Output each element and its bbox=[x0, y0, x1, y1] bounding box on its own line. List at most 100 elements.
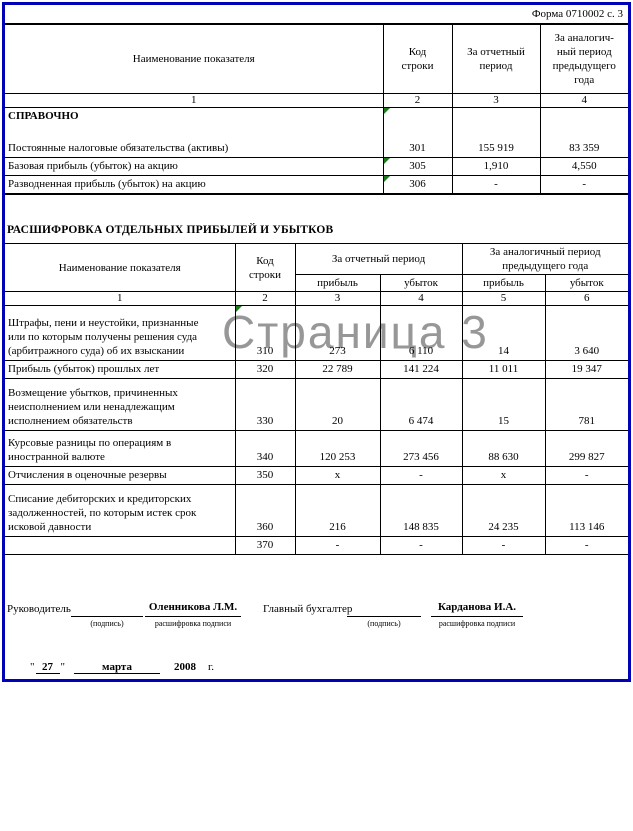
row-name: Базовая прибыль (убыток) на акцию bbox=[5, 157, 384, 176]
table-row: Прибыль (убыток) прошлых лет 320 22 789 … bbox=[5, 360, 628, 379]
table-row: Разводненная прибыль (убыток) на акцию 3… bbox=[5, 175, 628, 195]
breakdown-header-row: Наименование показателя Код строки За от… bbox=[5, 243, 628, 292]
date-suffix: г. bbox=[208, 661, 215, 673]
col-number: 5 bbox=[461, 291, 546, 306]
value-loss-current: 148 835 bbox=[379, 484, 463, 537]
comment-marker-icon bbox=[383, 176, 390, 182]
value-profit-previous: 15 bbox=[461, 378, 546, 431]
comment-marker-icon bbox=[383, 108, 390, 114]
header-line-code: Код строки bbox=[382, 24, 453, 94]
signature-block: Руководитель Оленникова Л.М. Главный бух… bbox=[5, 601, 628, 659]
row-name-text: Постоянные налоговые обязательства (акти… bbox=[8, 142, 229, 154]
name-caption: расшифровка подписи bbox=[154, 619, 232, 628]
value-loss-previous: 19 347 bbox=[544, 360, 628, 379]
open-quote: " bbox=[30, 661, 35, 673]
value-current: - bbox=[451, 175, 541, 195]
col-number: 1 bbox=[5, 93, 384, 108]
value-profit-current: 120 253 bbox=[294, 430, 381, 467]
row-name: Курсовые разницы по операциям в иностран… bbox=[5, 430, 236, 467]
value-profit-current: 20 bbox=[294, 378, 381, 431]
value-loss-current: 6 110 bbox=[379, 305, 463, 361]
row-name: Штрафы, пени и неустойки, признанные или… bbox=[5, 305, 236, 361]
form-number: Форма 0710002 с. 3 bbox=[5, 5, 628, 24]
table-row: СПРАВОЧНО Постоянные налоговые обязатель… bbox=[5, 107, 628, 158]
row-name bbox=[5, 536, 236, 555]
subheader-profit: прибыль bbox=[461, 274, 546, 292]
value-previous: - bbox=[539, 175, 628, 195]
value-profit-previous: х bbox=[461, 466, 546, 485]
reference-table: Наименование показателя Код строки За от… bbox=[5, 24, 628, 195]
value-profit-current: 22 789 bbox=[294, 360, 381, 379]
header-indicator-name: Наименование показателя bbox=[5, 243, 236, 292]
value-loss-current: 141 224 bbox=[379, 360, 463, 379]
header-line-code: Код строки bbox=[234, 243, 296, 292]
row-code: 301 bbox=[382, 107, 453, 158]
value-loss-previous: 299 827 bbox=[544, 430, 628, 467]
header-previous-period: За аналогич- ный период предыдущего года bbox=[539, 24, 628, 94]
signature-caption: (подпись) bbox=[367, 619, 401, 628]
table-row: Базовая прибыль (убыток) на акцию 305 1,… bbox=[5, 157, 628, 176]
value-profit-previous: 88 630 bbox=[461, 430, 546, 467]
value-loss-previous: - bbox=[544, 466, 628, 485]
row-name: Возмещение убытков, причиненных неисполн… bbox=[5, 378, 236, 431]
value-loss-current: - bbox=[379, 466, 463, 485]
accountant-signature-line bbox=[347, 601, 421, 617]
section-label: СПРАВОЧНО bbox=[8, 110, 79, 122]
col-number: 4 bbox=[539, 93, 628, 108]
col-number: 2 bbox=[382, 93, 453, 108]
header-current-period: За отчетный период bbox=[451, 24, 541, 94]
subheader-profit: прибыль bbox=[295, 274, 381, 292]
close-quote: " bbox=[60, 661, 66, 673]
value-profit-previous: 24 235 bbox=[461, 484, 546, 537]
code-value: 310 bbox=[256, 345, 274, 357]
table-row: Списание дебиторских и кредиторских задо… bbox=[5, 484, 628, 537]
date-day: 27 bbox=[35, 661, 60, 674]
value-profit-current: 216 bbox=[294, 484, 381, 537]
col-number: 2 bbox=[234, 291, 296, 306]
table-row: Возмещение убытков, причиненных неисполн… bbox=[5, 378, 628, 431]
table-row: 370 - - - - bbox=[5, 536, 628, 555]
value-loss-current: - bbox=[379, 536, 463, 555]
accountant-name: Карданова И.А. bbox=[431, 601, 523, 617]
value-loss-previous: 781 bbox=[544, 378, 628, 431]
director-name: Оленникова Л.М. bbox=[145, 601, 241, 617]
breakdown-column-numbers: 1 2 3 4 5 6 bbox=[5, 291, 628, 306]
row-code: 305 bbox=[382, 157, 453, 176]
col-number: 3 bbox=[451, 93, 541, 108]
col-number: 4 bbox=[379, 291, 463, 306]
row-code: 330 bbox=[234, 378, 296, 431]
value-previous: 83 359 bbox=[539, 107, 628, 158]
header-previous-period: За аналогичный период предыдущего года bbox=[461, 243, 628, 275]
comment-marker-icon bbox=[235, 306, 242, 312]
value-current: 155 919 bbox=[451, 107, 541, 158]
row-code: 310 bbox=[234, 305, 296, 361]
row-name: Разводненная прибыль (убыток) на акцию bbox=[5, 175, 384, 195]
subheader-loss: убыток bbox=[379, 274, 463, 292]
value-profit-previous: 14 bbox=[461, 305, 546, 361]
row-code: 340 bbox=[234, 430, 296, 467]
code-value: 306 bbox=[409, 178, 426, 190]
col-number: 6 bbox=[544, 291, 628, 306]
row-code: 320 bbox=[234, 360, 296, 379]
row-name: СПРАВОЧНО Постоянные налоговые обязатель… bbox=[5, 107, 384, 158]
col-number: 1 bbox=[5, 291, 236, 306]
row-code: 370 bbox=[234, 536, 296, 555]
document-frame: Форма 0710002 с. 3 Наименование показате… bbox=[2, 2, 631, 682]
value-loss-previous: 3 640 bbox=[544, 305, 628, 361]
row-code: 350 bbox=[234, 466, 296, 485]
table-row: Курсовые разницы по операциям в иностран… bbox=[5, 430, 628, 467]
date-year: 2008 bbox=[174, 661, 196, 673]
value-profit-previous: - bbox=[461, 536, 546, 555]
value-profit-current: 273 bbox=[294, 305, 381, 361]
value-loss-current: 273 456 bbox=[379, 430, 463, 467]
accountant-label: Главный бухгалтер bbox=[263, 603, 353, 615]
row-code: 306 bbox=[382, 175, 453, 195]
director-signature-line bbox=[71, 601, 143, 617]
code-value: 301 bbox=[409, 142, 426, 154]
row-name: Прибыль (убыток) прошлых лет bbox=[5, 360, 236, 379]
row-name: Отчисления в оценочные резервы bbox=[5, 466, 236, 485]
breakdown-table: Наименование показателя Код строки За от… bbox=[5, 243, 628, 555]
value-profit-current: х bbox=[294, 466, 381, 485]
value-profit-current: - bbox=[294, 536, 381, 555]
value-profit-previous: 11 011 bbox=[461, 360, 546, 379]
